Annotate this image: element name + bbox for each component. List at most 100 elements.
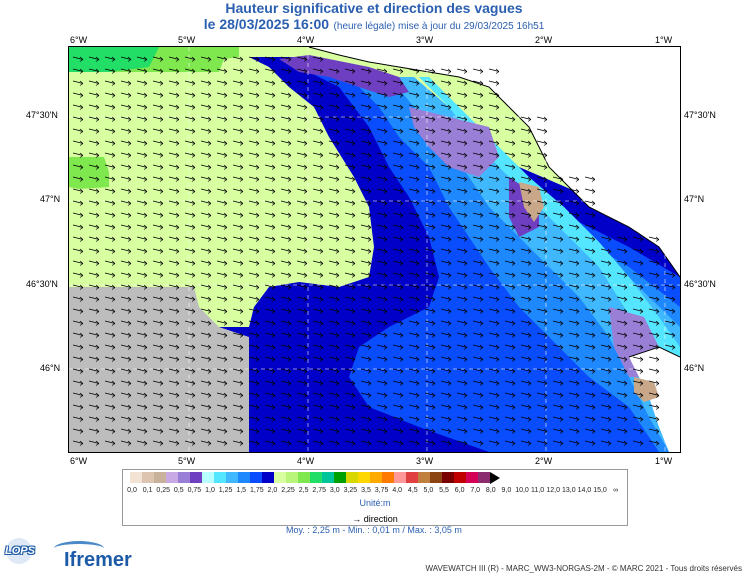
wave-arrow-icon bbox=[152, 176, 164, 182]
wave-arrow-icon bbox=[264, 260, 276, 266]
wave-arrow-icon bbox=[344, 284, 356, 290]
wave-arrow-icon bbox=[264, 284, 276, 290]
wave-arrow-icon bbox=[72, 236, 84, 242]
wave-arrow-icon bbox=[600, 284, 612, 290]
wave-arrow-icon bbox=[312, 272, 324, 278]
wave-arrow-icon bbox=[280, 380, 292, 386]
wave-arrow-icon bbox=[216, 236, 228, 242]
wave-arrow-icon bbox=[520, 356, 532, 362]
wave-arrow-icon bbox=[392, 92, 404, 98]
wave-arrow-icon bbox=[472, 392, 484, 398]
wave-arrow-icon bbox=[264, 188, 276, 194]
wave-arrow-icon bbox=[376, 104, 388, 110]
wave-arrow-icon bbox=[568, 224, 580, 230]
wave-arrow-icon bbox=[200, 212, 212, 218]
wave-arrow-icon bbox=[232, 320, 244, 326]
wave-arrow-icon bbox=[280, 368, 292, 374]
wave-arrow-icon bbox=[168, 200, 180, 206]
wave-arrow-icon bbox=[296, 296, 308, 302]
wave-arrow-icon bbox=[200, 152, 212, 158]
legend-tick-label: 8,0 bbox=[485, 487, 496, 494]
wave-arrow-icon bbox=[264, 116, 276, 122]
wave-arrow-icon bbox=[536, 428, 548, 434]
wave-arrow-icon bbox=[232, 68, 244, 74]
wave-arrow-icon bbox=[344, 116, 356, 122]
wave-arrow-icon bbox=[584, 188, 596, 194]
wave-arrow-icon bbox=[248, 344, 260, 350]
wave-arrow-icon bbox=[120, 440, 132, 446]
wave-arrow-icon bbox=[232, 176, 244, 182]
wave-arrow-icon bbox=[520, 176, 532, 182]
wave-arrow-icon bbox=[520, 344, 532, 350]
wave-arrow-icon bbox=[184, 296, 196, 302]
wave-arrow-icon bbox=[600, 320, 612, 326]
wave-arrow-icon bbox=[264, 68, 276, 74]
wave-arrow-icon bbox=[504, 152, 516, 158]
wave-arrow-icon bbox=[520, 200, 532, 206]
wave-arrow-icon bbox=[584, 320, 596, 326]
wave-arrow-icon bbox=[424, 320, 436, 326]
wave-arrow-icon bbox=[296, 368, 308, 374]
wave-arrow-icon bbox=[568, 260, 580, 266]
legend-tick-label: 0,25 bbox=[156, 487, 170, 494]
wave-arrow-icon bbox=[344, 104, 356, 110]
wave-arrow-icon bbox=[424, 356, 436, 362]
wave-arrow-icon bbox=[296, 260, 308, 266]
wave-arrow-icon bbox=[280, 332, 292, 338]
wave-arrow-icon bbox=[424, 128, 436, 134]
wave-arrow-icon bbox=[136, 332, 148, 338]
wave-arrow-icon bbox=[584, 404, 596, 410]
wave-arrow-icon bbox=[328, 68, 340, 74]
wave-arrow-icon bbox=[392, 80, 404, 86]
wave-arrow-icon bbox=[520, 392, 532, 398]
wave-arrow-icon bbox=[248, 140, 260, 146]
wave-arrow-icon bbox=[360, 200, 372, 206]
wave-arrow-icon bbox=[264, 344, 276, 350]
wave-arrow-icon bbox=[376, 176, 388, 182]
wave-arrow-icon bbox=[552, 356, 564, 362]
wave-arrow-icon bbox=[344, 428, 356, 434]
wave-arrow-icon bbox=[472, 116, 484, 122]
wave-arrow-icon bbox=[408, 116, 420, 122]
wave-arrow-icon bbox=[200, 248, 212, 254]
wave-arrow-icon bbox=[456, 248, 468, 254]
wave-arrow-icon bbox=[504, 176, 516, 182]
wave-arrow-icon bbox=[136, 392, 148, 398]
wave-arrow-icon bbox=[376, 80, 388, 86]
wave-arrow-icon bbox=[168, 236, 180, 242]
wave-arrow-icon bbox=[536, 212, 548, 218]
wave-arrow-icon bbox=[456, 404, 468, 410]
legend-color-cell bbox=[166, 472, 178, 483]
wave-arrow-icon bbox=[312, 332, 324, 338]
wave-arrow-icon bbox=[520, 440, 532, 446]
wave-arrow-icon bbox=[424, 284, 436, 290]
legend-tick-label: 3,75 bbox=[374, 487, 389, 494]
wave-arrow-icon bbox=[264, 152, 276, 158]
wave-arrow-icon bbox=[408, 320, 420, 326]
wave-arrow-icon bbox=[200, 188, 212, 194]
wave-arrow-icon bbox=[168, 320, 180, 326]
wave-arrow-icon bbox=[536, 380, 548, 386]
legend-overflow-arrow-icon bbox=[490, 471, 500, 484]
wave-arrow-icon bbox=[104, 380, 116, 386]
wave-arrow-icon bbox=[584, 392, 596, 398]
wave-arrow-icon bbox=[504, 320, 516, 326]
wave-arrow-icon bbox=[104, 320, 116, 326]
wave-arrow-icon bbox=[456, 152, 468, 158]
wave-arrow-icon bbox=[200, 272, 212, 278]
wave-arrow-icon bbox=[184, 104, 196, 110]
wave-arrow-icon bbox=[216, 308, 228, 314]
wave-arrow-icon bbox=[440, 212, 452, 218]
wave-arrow-icon bbox=[216, 176, 228, 182]
wave-arrow-icon bbox=[264, 320, 276, 326]
no-data-zone bbox=[69, 287, 249, 452]
wave-arrow-icon bbox=[328, 356, 340, 362]
wave-arrow-icon bbox=[120, 332, 132, 338]
wave-arrow-icon bbox=[392, 416, 404, 422]
wave-arrow-icon bbox=[552, 368, 564, 374]
wave-arrow-icon bbox=[312, 416, 324, 422]
wave-arrow-icon bbox=[456, 380, 468, 386]
wave-arrow-icon bbox=[472, 152, 484, 158]
wave-arrow-icon bbox=[376, 224, 388, 230]
wave-arrow-icon bbox=[232, 332, 244, 338]
